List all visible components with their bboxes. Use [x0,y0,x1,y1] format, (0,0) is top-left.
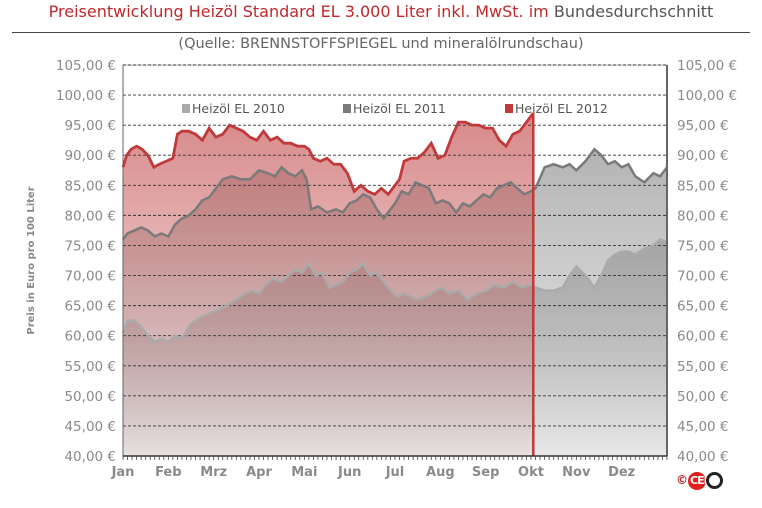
series-line-2010 [121,237,668,344]
legend-label-0: Heizöl EL 2010 [192,101,285,116]
series-line-2011 [122,147,668,241]
y-tick-label-right-4: 60,00 € [677,329,729,345]
x-tick-label-0: Jan [111,465,135,480]
y-tick-label-left-3: 55,00 € [64,359,116,375]
x-tick-label-2: Mrz [200,465,227,480]
logo-icon [688,472,706,490]
y-tick-label-right-13: 105,00 € [677,58,737,74]
copyright-symbol: © [676,473,688,487]
x-tick-label-9: Okt [518,465,544,480]
chart-subtitle: (Quelle: BRENNSTOFFSPIEGEL und mineralöl… [178,36,584,52]
legend-swatch-1 [343,104,351,113]
y-tick-label-left-7: 75,00 € [64,238,116,254]
y-tick-label-right-0: 40,00 € [677,449,729,465]
y-tick-label-left-1: 45,00 € [64,419,116,435]
y-tick-label-right-1: 45,00 € [677,419,729,435]
y-tick-label-right-9: 85,00 € [677,178,729,194]
y-tick-label-left-13: 105,00 € [56,58,116,74]
logo-ring-icon [706,472,723,489]
series-line-2012 [121,112,535,197]
legend-label-1: Heizöl EL 2011 [353,101,446,116]
chart-title: Preisentwicklung Heizöl Standard EL 3.00… [0,2,762,21]
y-tick-label-right-3: 55,00 € [677,359,729,375]
x-tick-label-10: Nov [562,465,591,480]
y-tick-label-left-4: 60,00 € [64,329,116,345]
y-tick-label-left-5: 65,00 € [64,299,116,315]
y-tick-label-left-6: 70,00 € [64,269,116,285]
x-tick-label-3: Apr [246,465,272,480]
y-tick-label-right-10: 90,00 € [677,148,729,164]
legend-swatch-0 [182,104,190,113]
y-tick-label-left-2: 50,00 € [64,389,116,405]
y-tick-label-left-8: 80,00 € [64,208,116,224]
title-divider [12,32,750,33]
x-tick-label-7: Aug [426,465,455,480]
x-tick-label-1: Feb [155,465,181,480]
y-tick-label-right-11: 95,00 € [677,118,729,134]
y-tick-label-left-0: 40,00 € [64,449,116,465]
y-tick-label-left-11: 95,00 € [64,118,116,134]
chart-title-rest: Bundesdurchschnitt [553,2,714,21]
y-tick-label-right-8: 80,00 € [677,208,729,224]
y-tick-label-right-5: 65,00 € [677,299,729,315]
y-tick-label-right-2: 50,00 € [677,389,729,405]
y-tick-label-left-9: 85,00 € [64,178,116,194]
y-tick-label-right-6: 70,00 € [677,269,729,285]
x-tick-label-5: Jun [337,465,361,480]
y-axis-title: Preis in Euro pro 100 Liter [26,186,37,334]
x-tick-label-8: Sep [472,465,500,480]
legend-swatch-2 [505,104,513,113]
x-tick-label-6: Jul [385,465,405,480]
legend-label-2: Heizöl EL 2012 [515,101,608,116]
y-tick-label-left-12: 100,00 € [56,88,116,104]
chart-title-main: Preisentwicklung Heizöl Standard EL 3.00… [48,2,549,21]
x-tick-label-4: Mai [291,465,317,480]
y-tick-label-right-12: 100,00 € [677,88,737,104]
y-tick-label-right-7: 75,00 € [677,238,729,254]
x-tick-label-11: Dez [608,465,635,480]
y-tick-label-left-10: 90,00 € [64,148,116,164]
